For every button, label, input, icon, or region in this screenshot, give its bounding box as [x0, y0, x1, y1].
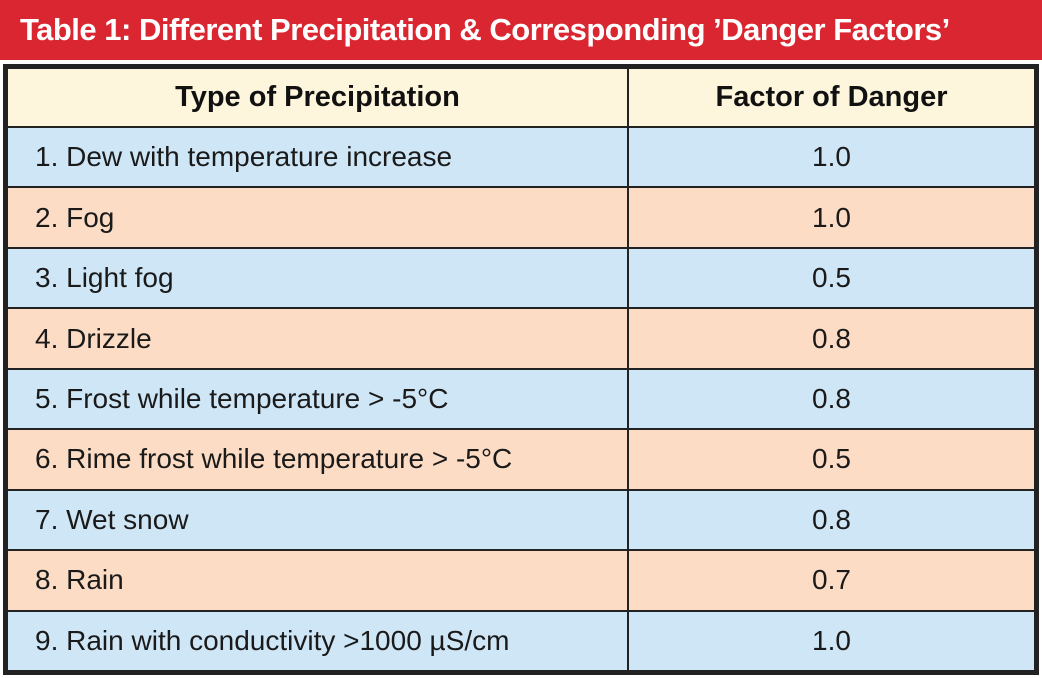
danger-factor-cell: 0.5: [627, 246, 1036, 310]
precipitation-type-cell: 1. Dew with temperature increase: [6, 125, 629, 189]
table-row: 4. Drizzle 0.8: [6, 307, 1036, 370]
precipitation-type-cell: 5. Frost while temperature > -5°C: [6, 367, 629, 431]
table-row: 1. Dew with temperature increase 1.0: [6, 125, 1036, 189]
table-row: 7. Wet snow 0.8: [6, 488, 1036, 552]
danger-factor-cell: 1.0: [627, 186, 1036, 249]
danger-factor-cell: 0.5: [627, 428, 1036, 491]
table-title: Table 1: Different Precipitation & Corre…: [0, 0, 1042, 60]
precipitation-type-cell: 4. Drizzle: [6, 307, 629, 370]
danger-factor-cell: 0.8: [627, 307, 1036, 370]
table-row: 3. Light fog 0.5: [6, 246, 1036, 310]
precipitation-table: Type of Precipitation Factor of Danger 1…: [3, 64, 1039, 675]
table-row: 5. Frost while temperature > -5°C 0.8: [6, 367, 1036, 431]
danger-factor-cell: 0.8: [627, 367, 1036, 431]
precipitation-type-cell: 2. Fog: [6, 186, 629, 249]
precipitation-type-cell: 8. Rain: [6, 549, 629, 612]
danger-factor-cell: 0.8: [627, 488, 1036, 552]
table-row: 6. Rime frost while temperature > -5°C 0…: [6, 428, 1036, 491]
table-row: 8. Rain 0.7: [6, 549, 1036, 612]
header-row: Type of Precipitation Factor of Danger: [6, 67, 1036, 128]
danger-factor-table: Type of Precipitation Factor of Danger 1…: [6, 67, 1036, 672]
danger-factor-cell: 1.0: [627, 609, 1036, 672]
table-row: 2. Fog 1.0: [6, 186, 1036, 249]
header-factor-of-danger: Factor of Danger: [627, 67, 1036, 128]
table-row: 9. Rain with conductivity >1000 µS/cm 1.…: [6, 609, 1036, 672]
danger-factor-cell: 0.7: [627, 549, 1036, 612]
precipitation-type-cell: 3. Light fog: [6, 246, 629, 310]
precipitation-type-cell: 6. Rime frost while temperature > -5°C: [6, 428, 629, 491]
precipitation-type-cell: 9. Rain with conductivity >1000 µS/cm: [6, 609, 629, 672]
danger-factor-cell: 1.0: [627, 125, 1036, 189]
header-type-of-precipitation: Type of Precipitation: [6, 67, 629, 128]
precipitation-type-cell: 7. Wet snow: [6, 488, 629, 552]
